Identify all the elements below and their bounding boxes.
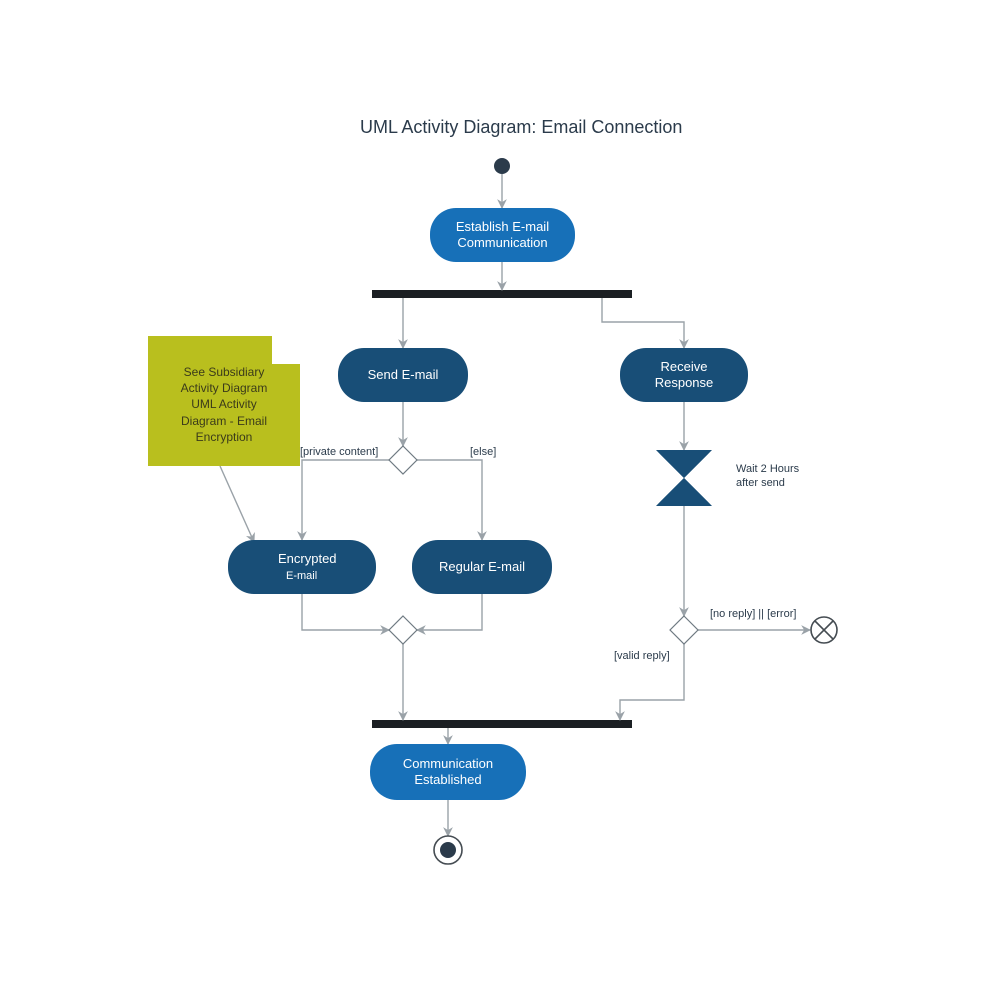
subsidiary-note: See Subsidiary Activity Diagram UML Acti… bbox=[148, 336, 300, 466]
join-bar bbox=[372, 720, 632, 728]
node-label: Encrypted bbox=[278, 551, 337, 566]
note-line: Encryption bbox=[196, 430, 253, 444]
hourglass-label-line: after send bbox=[736, 477, 785, 489]
hourglass-label: Wait 2 Hours after send bbox=[736, 462, 799, 491]
edge bbox=[302, 460, 390, 540]
diagram-title: UML Activity Diagram: Email Connection bbox=[360, 117, 682, 138]
node-label: Regular E-mail bbox=[439, 559, 525, 575]
edge-note bbox=[220, 466, 254, 542]
edge bbox=[417, 594, 482, 630]
activity-final-node bbox=[434, 836, 462, 864]
node-label: Establish E-mail bbox=[456, 219, 549, 234]
activity-send-email: Send E-mail bbox=[338, 348, 468, 402]
note-line: UML Activity bbox=[191, 397, 257, 411]
note-line: Diagram - Email bbox=[181, 414, 267, 428]
decision-merge-node bbox=[389, 616, 417, 644]
node-label: Receive bbox=[661, 359, 708, 374]
node-label: E-mail bbox=[278, 570, 317, 582]
node-label: Established bbox=[414, 772, 481, 787]
node-label: Communication bbox=[457, 235, 547, 250]
node-label: Send E-mail bbox=[368, 367, 439, 383]
guard-noreply-error: [no reply] || [error] bbox=[710, 608, 796, 620]
flow-final-node bbox=[811, 617, 837, 643]
start-node bbox=[494, 158, 510, 174]
edge bbox=[416, 460, 482, 540]
hourglass-icon bbox=[656, 450, 712, 506]
guard-valid-reply: [valid reply] bbox=[614, 650, 670, 662]
edge bbox=[302, 594, 389, 630]
diagram-canvas: UML Activity Diagram: Email Connection bbox=[0, 0, 1000, 1000]
note-line: See Subsidiary bbox=[184, 365, 265, 379]
activity-receive-response: Receive Response bbox=[620, 348, 748, 402]
decision-reply-node bbox=[670, 616, 698, 644]
activity-encrypted-email: Encrypted E-mail bbox=[228, 540, 376, 594]
hourglass-label-line: Wait 2 Hours bbox=[736, 463, 799, 475]
note-fold-icon bbox=[272, 336, 300, 364]
fork-bar bbox=[372, 290, 632, 298]
decision-node bbox=[389, 446, 417, 474]
edge-layer bbox=[0, 0, 1000, 1000]
guard-private-content: [private content] bbox=[300, 446, 378, 458]
activity-establish: Establish E-mail Communication bbox=[430, 208, 575, 262]
node-label: Communication bbox=[403, 756, 493, 771]
edge bbox=[602, 298, 684, 348]
node-label: Response bbox=[655, 375, 714, 390]
activity-communication-established: Communication Established bbox=[370, 744, 526, 800]
note-line: Activity Diagram bbox=[181, 381, 268, 395]
activity-regular-email: Regular E-mail bbox=[412, 540, 552, 594]
guard-else: [else] bbox=[470, 446, 496, 458]
